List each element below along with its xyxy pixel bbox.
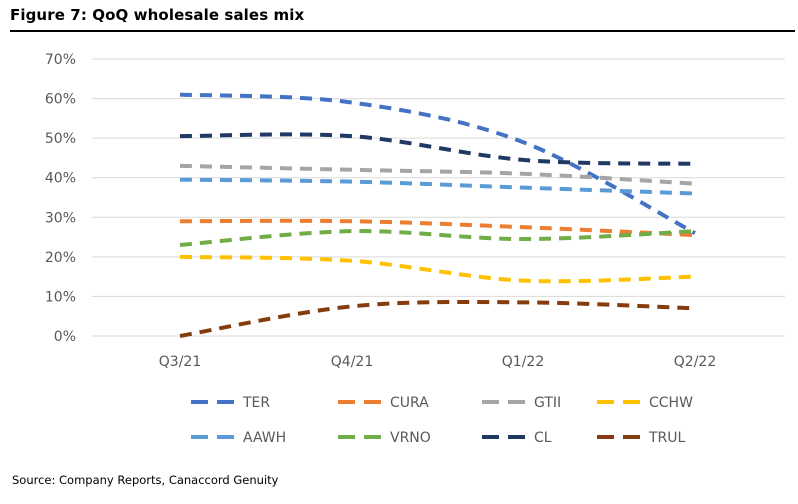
y-tick-label: 0% bbox=[54, 329, 76, 345]
legend-label-ter: TER bbox=[242, 395, 270, 411]
y-tick-label: 40% bbox=[45, 171, 76, 187]
source-note: Source: Company Reports, Canaccord Genui… bbox=[12, 473, 279, 487]
legend-label-gtii: GTII bbox=[534, 395, 561, 411]
series-line-trul bbox=[179, 299, 696, 338]
y-tick-label: 70% bbox=[45, 52, 76, 68]
figure-title: Figure 7: QoQ wholesale sales mix bbox=[10, 6, 305, 24]
x-tick-label: Q4/21 bbox=[331, 354, 373, 370]
gridlines bbox=[92, 58, 785, 337]
line-chart: 0%10%20%30%40%50%60%70% Q3/21 Q4/21 Q1/22 Q… bbox=[45, 52, 785, 446]
x-tick-label: Q3/21 bbox=[159, 354, 201, 370]
legend-label-vrno: VRNO bbox=[390, 430, 431, 446]
y-tick-label: 20% bbox=[45, 250, 76, 266]
legend: TER CURA GTII CCHW AAWH VRNO CL TRUL bbox=[191, 395, 693, 446]
y-tick-label: 50% bbox=[45, 131, 76, 147]
y-axis-ticks: 0% 10% 20% 30% 40% 50% 60% 70% bbox=[45, 52, 76, 345]
title-divider bbox=[10, 30, 795, 32]
series-line-aawh bbox=[179, 177, 696, 196]
y-tick-label: 10% bbox=[45, 289, 76, 305]
legend-label-cura: CURA bbox=[390, 395, 429, 411]
series-line-vrno bbox=[179, 229, 696, 247]
x-tick-label: Q2/22 bbox=[674, 354, 716, 370]
legend-label-cchw: CCHW bbox=[649, 395, 693, 411]
series-lines bbox=[179, 92, 696, 338]
x-tick-label: Q1/22 bbox=[502, 354, 544, 370]
series-line-cura bbox=[179, 218, 696, 238]
x-axis-ticks: Q3/21 Q4/21 Q1/22 Q2/22 bbox=[159, 354, 716, 370]
legend-label-aawh: AAWH bbox=[243, 430, 286, 446]
series-line-cl bbox=[179, 132, 696, 166]
legend-label-cl: CL bbox=[534, 430, 552, 446]
y-tick-label: 60% bbox=[45, 92, 76, 108]
legend-label-trul: TRUL bbox=[648, 430, 686, 446]
series-line-ter bbox=[179, 92, 696, 235]
series-line-gtii bbox=[179, 163, 696, 186]
y-tick-label: 30% bbox=[45, 210, 76, 226]
series-line-cchw bbox=[179, 254, 696, 284]
